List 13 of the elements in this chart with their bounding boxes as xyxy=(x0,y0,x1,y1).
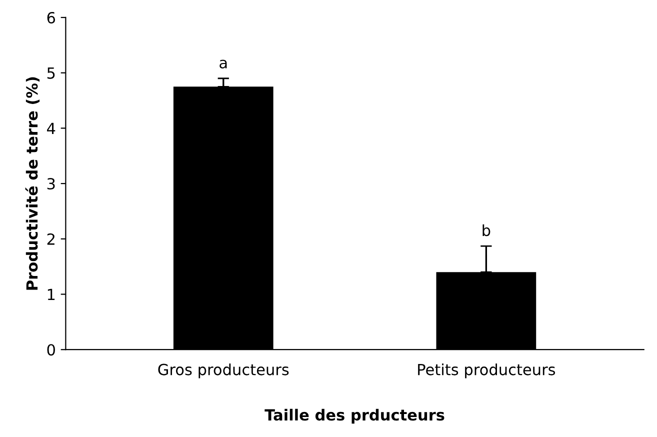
y-axis-title: Productivité de terre (%) xyxy=(25,77,40,290)
y-tick-label: 5 xyxy=(47,68,55,79)
x-tick-label: Gros producteurs xyxy=(158,363,289,378)
annotation: b xyxy=(482,224,490,236)
annotation: a xyxy=(220,60,227,68)
x-axis-title: Taille des prducteurs xyxy=(264,408,444,424)
x-tick-label: Petits producteurs xyxy=(418,363,556,378)
y-tick-label: 2 xyxy=(47,233,54,245)
y-tick-label: 0 xyxy=(47,344,55,356)
y-tick-label: 1 xyxy=(48,288,55,300)
y-tick-label: 4 xyxy=(47,122,56,134)
y-tick-label: 3 xyxy=(47,178,55,190)
y-tick-label: 6 xyxy=(47,12,56,24)
